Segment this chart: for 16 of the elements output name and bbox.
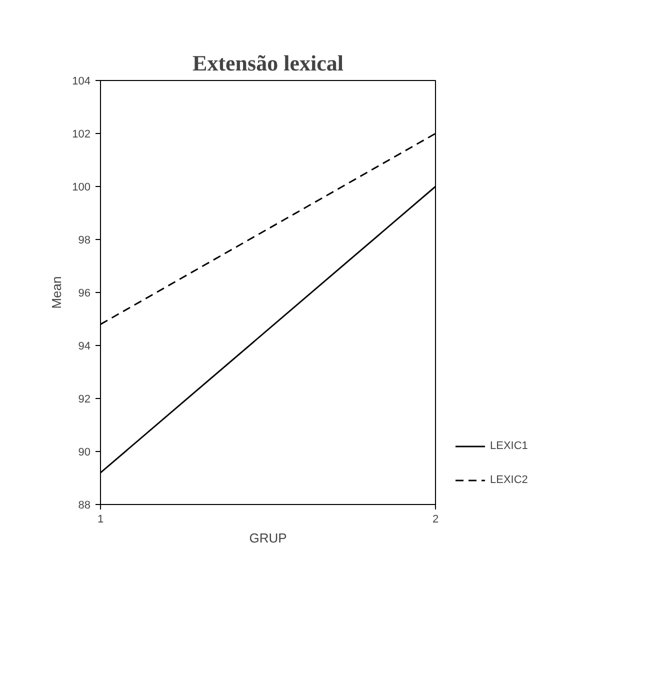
y-tick-label: 96 [78, 288, 91, 300]
y-tick-label: 102 [72, 128, 91, 140]
y-tick-label: 88 [78, 500, 91, 512]
legend-label: LEXIC2 [490, 474, 528, 486]
x-axis-title: GRUP [249, 530, 287, 546]
y-tick-label: 104 [72, 76, 91, 88]
y-tick-label: 90 [78, 446, 91, 458]
y-tick-label: 94 [78, 340, 91, 352]
x-tick-label: 1 [97, 514, 104, 526]
legend-label: LEXIC1 [490, 440, 528, 452]
x-tick-label: 2 [432, 514, 439, 526]
y-tick-label: 100 [72, 182, 91, 194]
y-tick-label: 98 [78, 234, 91, 246]
chart-title: Extensão lexical [192, 50, 344, 76]
y-tick-label: 92 [78, 394, 91, 406]
y-axis-title: Mean [49, 276, 64, 309]
